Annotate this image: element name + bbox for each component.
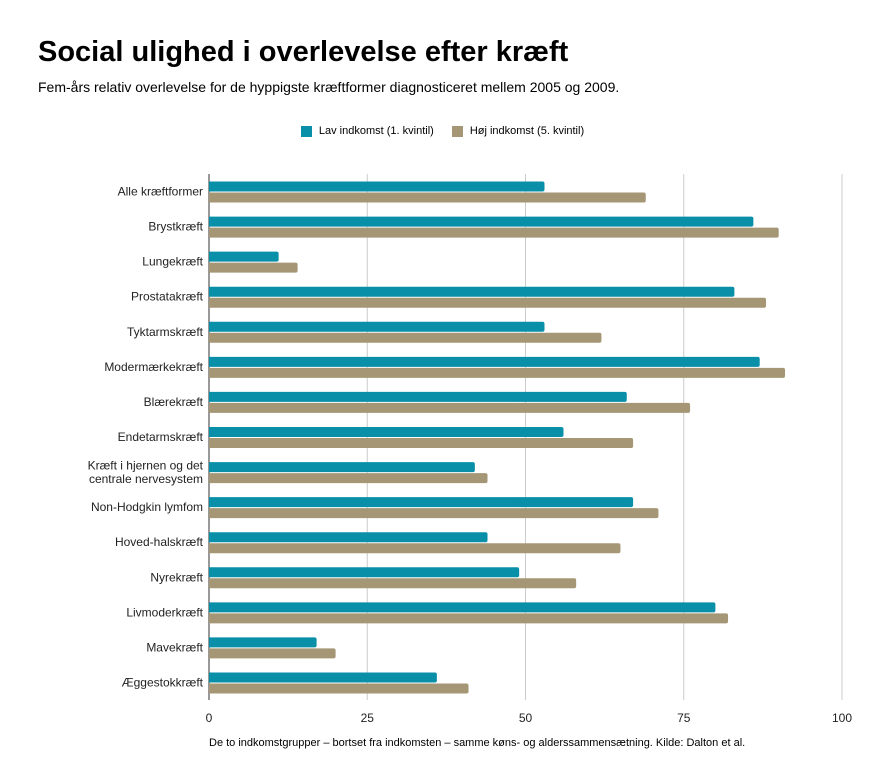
category-label: Prostatakræft bbox=[131, 290, 204, 304]
bar-high-income bbox=[209, 367, 786, 378]
category-label-line: Lungekræft bbox=[142, 255, 203, 269]
x-tick-label: 0 bbox=[206, 711, 213, 725]
bar-low-income bbox=[209, 181, 545, 192]
bar-low-income bbox=[209, 321, 545, 332]
bar-low-income bbox=[209, 251, 279, 262]
category-label-line: Blærekræft bbox=[144, 395, 204, 409]
category-label-line: Non-Hodgkin lymfom bbox=[91, 500, 203, 514]
category-label: Alle kræftformer bbox=[118, 185, 203, 199]
x-tick-label: 50 bbox=[519, 711, 533, 725]
bar-high-income bbox=[209, 543, 621, 554]
category-label: Æggestokkræft bbox=[122, 675, 204, 689]
chart-footer: De to indkomstgrupper – bortset fra indk… bbox=[209, 737, 746, 749]
category-label-line: Hoved-halskræft bbox=[115, 535, 204, 549]
bar-low-income bbox=[209, 567, 520, 578]
bar-high-income bbox=[209, 508, 659, 519]
chart-subtitle: Fem-års relativ overlevelse for de hyppi… bbox=[38, 79, 620, 95]
category-label: Kræft i hjernen og det centrale nervesyst… bbox=[88, 458, 204, 486]
legend-item-high-income: Høj indkomst (5. kvintil) bbox=[451, 125, 585, 137]
legend-swatch-low-income bbox=[300, 125, 312, 137]
bar-high-income bbox=[209, 262, 298, 273]
x-tick-label: 25 bbox=[361, 711, 375, 725]
chart-title: Social ulighed i overlevelse efter kræft bbox=[38, 36, 569, 68]
bar-low-income bbox=[209, 286, 735, 297]
category-label-line: Livmoderkræft bbox=[126, 605, 203, 619]
category-label: Endetarmskræft bbox=[118, 430, 204, 444]
category-label: Nyrekræft bbox=[150, 570, 203, 584]
category-label-line: Kræft i hjernen og det bbox=[88, 458, 204, 472]
category-label: Non-Hodgkin lymfom bbox=[91, 500, 203, 514]
category-label: Blærekræft bbox=[144, 395, 204, 409]
category-label-line: Modermærkekræft bbox=[104, 360, 203, 374]
bar-low-income bbox=[209, 637, 317, 648]
bar-low-income bbox=[209, 672, 437, 683]
legend: Lav indkomst (1. kvintil) Høj indkomst (… bbox=[0, 125, 885, 137]
x-tick-label: 100 bbox=[832, 711, 852, 725]
legend-label-low-income: Lav indkomst (1. kvintil) bbox=[318, 125, 434, 137]
category-label: Lungekræft bbox=[142, 255, 203, 269]
legend-label-high-income: Høj indkomst (5. kvintil) bbox=[469, 125, 585, 137]
bar-high-income bbox=[209, 473, 488, 484]
legend-swatch-high-income bbox=[451, 125, 463, 137]
category-label-line: centrale nervesystem bbox=[89, 472, 203, 486]
bar-low-income bbox=[209, 532, 488, 543]
bar-high-income bbox=[209, 578, 577, 589]
category-label: Livmoderkræft bbox=[126, 605, 203, 619]
bar-high-income bbox=[209, 613, 729, 624]
category-label: Modermærkekræft bbox=[104, 360, 203, 374]
x-tick-label: 75 bbox=[677, 711, 691, 725]
category-label-line: Endetarmskræft bbox=[118, 430, 204, 444]
category-label-line: Tyktarmskræft bbox=[127, 325, 204, 339]
bar-low-income bbox=[209, 391, 627, 402]
category-label-line: Brystkræft bbox=[148, 220, 203, 234]
category-label-line: Nyrekræft bbox=[150, 570, 203, 584]
category-label-line: Æggestokkræft bbox=[122, 675, 204, 689]
category-label: Tyktarmskræft bbox=[127, 325, 204, 339]
bar-low-income bbox=[209, 497, 634, 508]
bar-high-income bbox=[209, 227, 779, 238]
category-label-line: Alle kræftformer bbox=[118, 185, 203, 199]
bar-high-income bbox=[209, 438, 634, 448]
bar-high-income bbox=[209, 402, 691, 413]
bar-low-income bbox=[209, 602, 716, 613]
bar-high-income bbox=[209, 332, 602, 343]
category-label-line: Prostatakræft bbox=[131, 290, 204, 304]
category-label-line: Mavekræft bbox=[146, 640, 203, 654]
legend-item-low-income: Lav indkomst (1. kvintil) bbox=[300, 125, 434, 137]
bar-low-income bbox=[209, 427, 564, 437]
bar-low-income bbox=[209, 462, 475, 473]
category-label: Hoved-halskræft bbox=[115, 535, 204, 549]
category-label: Mavekræft bbox=[146, 640, 203, 654]
bar-high-income bbox=[209, 192, 646, 203]
bar-high-income bbox=[209, 683, 469, 694]
bar-high-income bbox=[209, 297, 767, 308]
bar-high-income bbox=[209, 648, 336, 659]
category-label: Brystkræft bbox=[148, 220, 203, 234]
bar-low-income bbox=[209, 356, 760, 367]
bar-low-income bbox=[209, 216, 754, 227]
